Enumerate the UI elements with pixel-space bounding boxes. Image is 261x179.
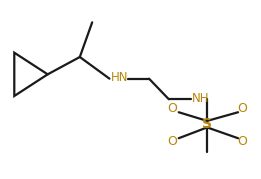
Text: O: O xyxy=(168,135,177,148)
Text: HN: HN xyxy=(111,71,128,84)
Text: S: S xyxy=(202,117,212,131)
Text: NH: NH xyxy=(192,92,210,105)
Text: O: O xyxy=(237,103,247,115)
Text: O: O xyxy=(237,135,247,148)
Text: O: O xyxy=(168,103,177,115)
